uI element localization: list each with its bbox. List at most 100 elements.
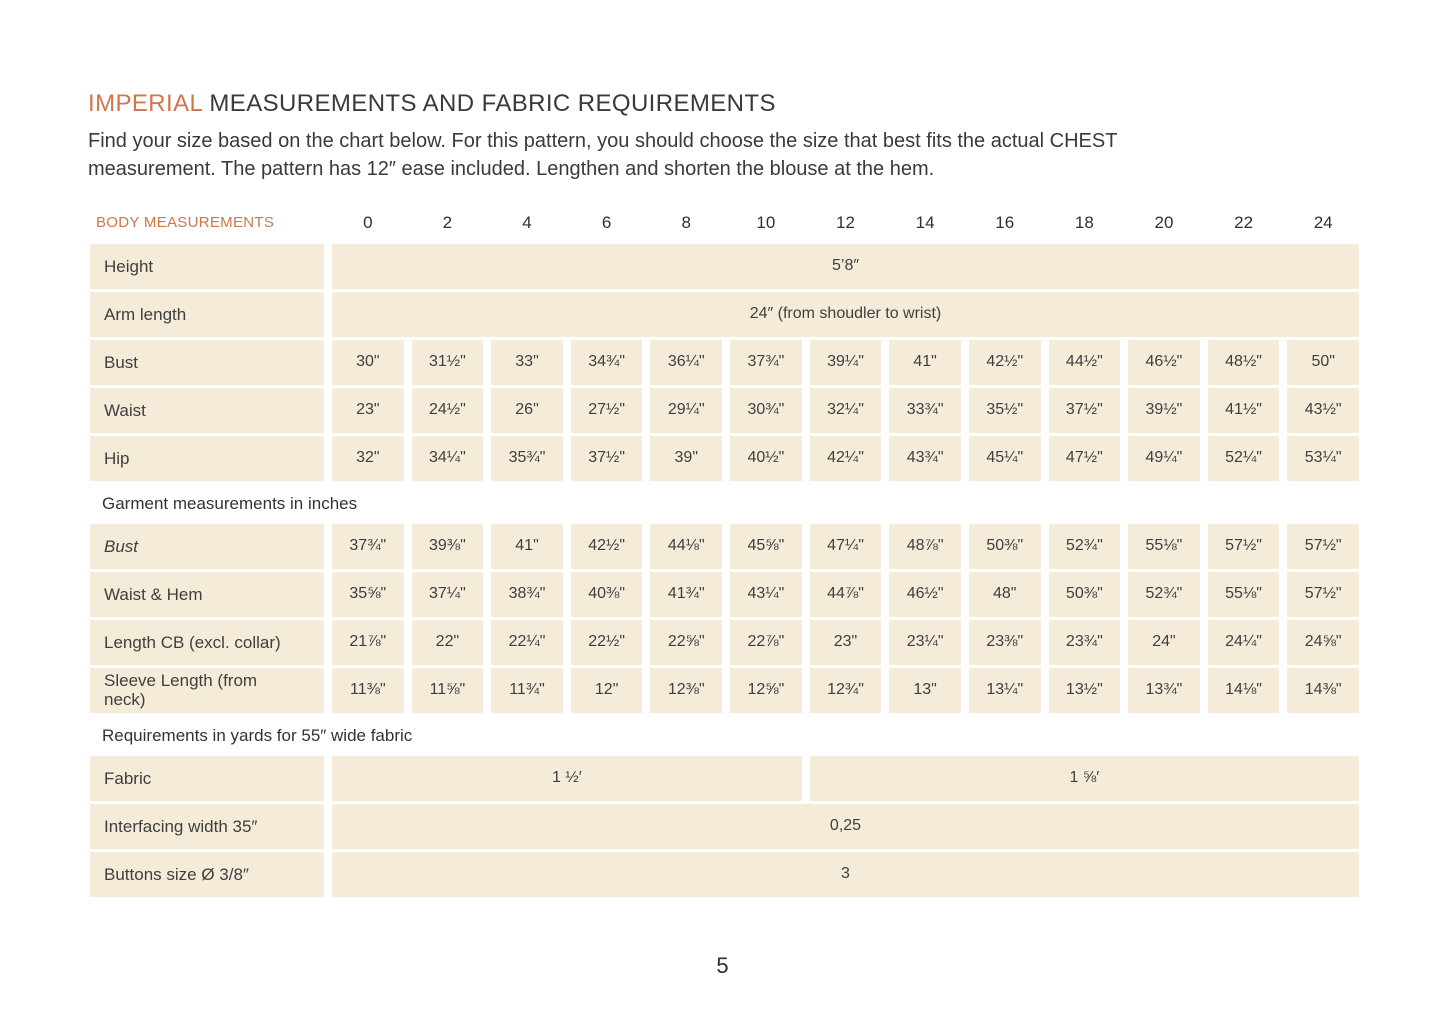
cell-value: 13¼"	[968, 667, 1041, 713]
row-span-value: 3	[332, 851, 1359, 897]
title-rest: MEASUREMENTS AND FABRIC REQUIREMENTS	[202, 90, 776, 117]
cell-value: 34¼"	[411, 435, 484, 481]
cell-value: 22½"	[570, 619, 643, 665]
cell-value: 22⅞"	[730, 619, 802, 665]
page-number: 5	[716, 953, 729, 978]
cell-value: 57½"	[1287, 571, 1359, 617]
split-value-right: 1 ⅝′	[809, 755, 1359, 801]
cell-value: 30"	[332, 339, 404, 385]
size-column-header-8: 8	[681, 212, 691, 232]
cell-value: 40½"	[730, 435, 802, 481]
row-label: Buttons size Ø 3/8″	[90, 851, 324, 897]
title-highlight: IMPERIAL	[88, 90, 203, 117]
cell-value: 22"	[411, 619, 484, 665]
cell-value: 57½"	[1207, 523, 1280, 569]
split-value-left: 1 ½′	[332, 755, 802, 801]
page-content: IMPERIAL MEASUREMENTS AND FABRIC REQUIRE…	[88, 90, 1359, 900]
cell-value: 39½"	[1128, 387, 1200, 433]
cell-value: 36¼"	[650, 339, 723, 385]
cell-value: 49¼"	[1128, 435, 1200, 481]
cell-value: 46½"	[889, 571, 961, 617]
cell-value: 40⅜"	[570, 571, 643, 617]
size-column-header-2: 2	[442, 212, 453, 232]
row-label: Height	[90, 243, 324, 289]
table-row: Fabric 1 ½′ 1 ⅝′	[90, 755, 1359, 801]
cell-value: 13¾"	[1128, 667, 1200, 713]
cell-value: 34¾"	[570, 339, 643, 385]
table-row: Height 5’8″	[90, 243, 1359, 289]
cell-value: 35½"	[968, 387, 1041, 433]
cell-value: 48"	[968, 571, 1041, 617]
table-row: Waist 23" 24½" 26" 27½" 29¼" 30¾" 32¼" 33¾" 35½" 3…	[90, 387, 1359, 433]
cell-value: 23¾"	[1048, 619, 1121, 665]
cell-value: 11¾"	[491, 667, 563, 713]
cell-value: 23¼"	[889, 619, 961, 665]
row-label: Bust	[90, 339, 324, 385]
table-row: Hip 32" 34¼" 35¾" 37½" 39" 40½" 42¼" 43¾" 45¼" 47½…	[90, 435, 1359, 481]
cell-value: 26"	[491, 387, 563, 433]
table-header-row: BODY MEASUREMENTS 0 2 4 6 8 10 12 14 16 18 20 22 24	[90, 206, 1359, 240]
cell-value: 39"	[650, 435, 723, 481]
cell-value: 24½"	[411, 387, 484, 433]
table-header-label: BODY MEASUREMENTS	[96, 214, 275, 232]
table-row: Bust 30" 31½" 33" 34¾" 36¼" 37¾" 39¼" 41" 42½" 44½…	[90, 339, 1359, 385]
cell-value: 42½"	[968, 339, 1041, 385]
cell-value: 12"	[570, 667, 643, 713]
cell-value: 30¾"	[730, 387, 802, 433]
cell-value: 24"	[1128, 619, 1200, 665]
cell-value: 42½"	[570, 523, 643, 569]
cell-value: 43¾"	[889, 435, 961, 481]
cell-value: 50"	[1287, 339, 1359, 385]
table-row: Waist & Hem 35⅝" 37¼" 38¾" 40⅜" 41¾" 43¼" 44⅞" 4…	[90, 571, 1359, 617]
cell-value: 11⅝"	[411, 667, 484, 713]
cell-value: 12¾"	[809, 667, 882, 713]
cell-value: 44⅞"	[809, 571, 882, 617]
cell-value: 13"	[889, 667, 961, 713]
cell-value: 47½"	[1048, 435, 1121, 481]
size-column-header-10: 10	[756, 212, 776, 232]
cell-value: 35⅝"	[332, 571, 404, 617]
table-row: Bust 37¾" 39⅜" 41" 42½" 44⅛" 45⅝" 47¼" 48⅞" 50⅜" 5…	[90, 523, 1359, 569]
page-title: IMPERIAL MEASUREMENTS AND FABRIC REQUIRE…	[88, 90, 1359, 118]
row-span-value: 5’8″	[332, 243, 1359, 289]
size-column-header-20: 20	[1154, 212, 1174, 232]
cell-value: 41"	[491, 523, 563, 569]
cell-value: 37¾"	[332, 523, 404, 569]
row-label: Interfacing width 35″	[90, 803, 324, 849]
row-label: Arm length	[90, 291, 324, 337]
row-span-value: 0,25	[332, 803, 1359, 849]
size-column-header-4: 4	[522, 212, 532, 232]
size-column-header-12: 12	[836, 212, 855, 232]
table-row: Length CB (excl. collar) 21⅞" 22" 22¼" 22½" 2…	[90, 619, 1359, 665]
cell-value: 37½"	[570, 435, 643, 481]
cell-value: 47¼"	[809, 523, 882, 569]
row-label: Bust	[90, 523, 324, 569]
cell-value: 39¼"	[809, 339, 882, 385]
cell-value: 48⅞"	[889, 523, 961, 569]
size-column-header-6: 6	[601, 212, 612, 232]
intro-text: Find your size based on the chart below.…	[88, 130, 1118, 181]
section-title: Requirements in yards for 55″ wide fabri…	[102, 725, 413, 745]
size-column-header-22: 22	[1234, 212, 1254, 232]
cell-value: 39⅜"	[411, 523, 484, 569]
cell-value: 23⅜"	[968, 619, 1041, 665]
cell-value: 14⅛"	[1207, 667, 1280, 713]
cell-value: 13½"	[1048, 667, 1121, 713]
cell-value: 52¾"	[1048, 523, 1121, 569]
cell-value: 12⅝"	[730, 667, 802, 713]
cell-value: 43½"	[1287, 387, 1359, 433]
cell-value: 27½"	[570, 387, 643, 433]
size-column-header-14: 14	[915, 212, 935, 232]
cell-value: 14⅜"	[1287, 667, 1359, 713]
cell-value: 32"	[332, 435, 404, 481]
cell-value: 53¼"	[1287, 435, 1359, 481]
size-column-header-16: 16	[995, 212, 1015, 232]
cell-value: 24⅝"	[1287, 619, 1359, 665]
cell-value: 38¾"	[491, 571, 563, 617]
section-title: Garment measurements in inches	[102, 493, 358, 513]
row-label: Waist	[90, 387, 324, 433]
cell-value: 32¼"	[809, 387, 882, 433]
cell-value: 22¼"	[491, 619, 563, 665]
cell-value: 37¼"	[411, 571, 484, 617]
